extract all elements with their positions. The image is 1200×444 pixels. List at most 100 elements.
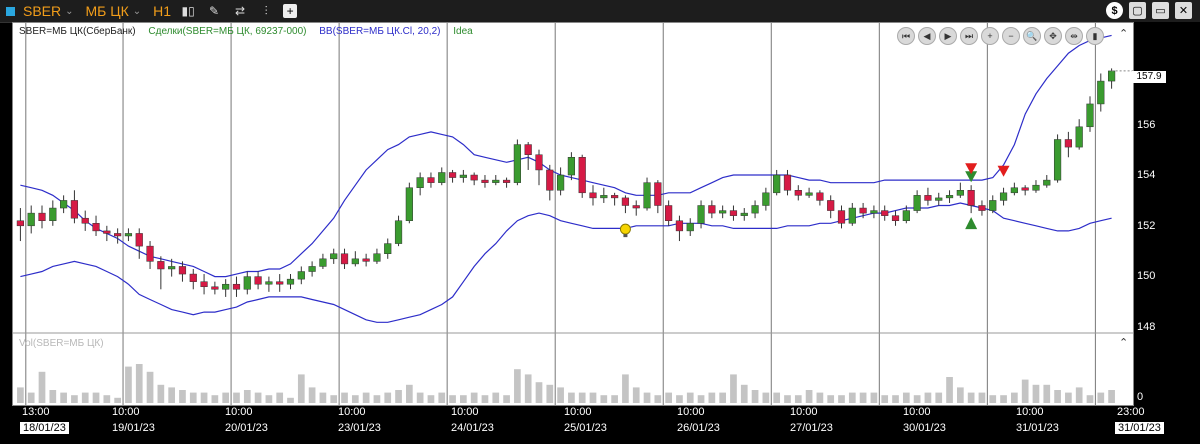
candle-body <box>935 197 943 201</box>
currency-button[interactable]: $ <box>1106 2 1123 19</box>
candle-body <box>124 233 133 237</box>
volume-bar <box>92 392 100 403</box>
time-tick: 10:00 <box>338 406 366 418</box>
volume-bar <box>600 395 608 403</box>
volume-bar <box>1065 392 1072 403</box>
pan-button[interactable]: ✥ <box>1044 27 1062 45</box>
candle-body <box>38 212 46 221</box>
zoom-in-button[interactable]: + <box>981 27 999 45</box>
volume-bar <box>297 374 305 403</box>
volume-bar <box>1054 390 1061 403</box>
volume-bar <box>211 395 219 403</box>
collapse-price-pane-icon[interactable]: ⌃ <box>1119 28 1129 40</box>
candle-body <box>783 174 792 191</box>
add-icon[interactable]: + <box>283 4 298 18</box>
draw-pencil-icon[interactable]: ✎ <box>209 4 220 18</box>
candle-body <box>686 223 694 232</box>
candle-body <box>168 266 176 270</box>
candle-body <box>438 172 446 183</box>
idea-lightbulb-icon <box>619 223 631 235</box>
time-tick: 10:00 <box>112 406 140 418</box>
candles-icon[interactable]: ▮▯ <box>181 4 195 18</box>
date-tick: 31/01/23 <box>1016 422 1059 434</box>
chart-area[interactable]: SBER=МБ ЦК(СберБанк) Сделки(SBER=МБ ЦК, … <box>12 22 1134 406</box>
candle-body <box>146 245 154 262</box>
nav-prev-button[interactable]: ◀ <box>918 27 936 45</box>
volume-bar <box>179 390 186 403</box>
candle-body <box>265 281 273 285</box>
date-tick: 23/01/23 <box>338 422 381 434</box>
date-tick: 27/01/23 <box>790 422 833 434</box>
volume-bar <box>1021 379 1029 403</box>
candle-body <box>502 179 511 183</box>
chevron-down-icon[interactable]: ⌄ <box>65 5 74 17</box>
volume-bar <box>17 387 24 403</box>
nav-last-button[interactable]: ⏭ <box>960 27 978 45</box>
volume-bar <box>924 392 932 403</box>
volume-bar <box>200 392 208 403</box>
volume-bar <box>384 392 392 403</box>
restore-button[interactable]: ▢ <box>1129 2 1146 19</box>
board-selector[interactable]: МБ ЦК <box>85 3 129 19</box>
zoom-out-button[interactable]: − <box>1002 27 1020 45</box>
volume-bar <box>524 374 532 403</box>
candle-body <box>416 177 424 188</box>
sell-marker-icon <box>965 163 978 175</box>
candle-body <box>330 253 338 260</box>
candle-body <box>643 182 651 209</box>
volume-bar <box>265 395 273 403</box>
candle-body <box>459 174 467 178</box>
volume-bar <box>222 392 230 403</box>
volume-bar <box>125 366 132 403</box>
candle-body <box>1107 70 1116 82</box>
nav-first-button[interactable]: ⏮ <box>897 27 915 45</box>
volume-bar <box>1032 384 1040 403</box>
candle-body <box>1086 103 1094 128</box>
end-button[interactable]: ▮ <box>1086 27 1104 45</box>
candle-body <box>81 217 89 224</box>
collapse-volume-pane-icon[interactable]: ⌃ <box>1119 337 1129 349</box>
volume-bar <box>708 392 716 403</box>
indicators-icon[interactable]: ⫶ <box>264 3 268 18</box>
candle-body <box>340 253 349 265</box>
buy-marker-icon <box>965 217 978 230</box>
candle-body <box>697 205 705 224</box>
volume-bar <box>427 395 435 403</box>
candle-body <box>470 174 478 181</box>
candle-body <box>384 243 392 254</box>
candle-body <box>632 205 640 209</box>
volume-bar <box>351 395 359 403</box>
time-tick: 23:00 <box>1117 406 1145 418</box>
price-chart[interactable] <box>13 23 1134 406</box>
time-tick: 10:00 <box>677 406 705 418</box>
candle-body <box>405 187 413 221</box>
price-tick: 150 <box>1137 270 1156 282</box>
volume-bar <box>902 392 910 403</box>
volume-bar <box>157 384 165 403</box>
sell-marker-icon <box>997 165 1010 177</box>
close-button[interactable]: ✕ <box>1175 2 1192 19</box>
volume-bar <box>935 392 943 403</box>
legend-trades: Сделки(SBER=МБ ЦК, 69237-000) <box>148 26 307 37</box>
volume-bar <box>49 390 57 403</box>
candle-body <box>427 177 435 183</box>
candle-body <box>924 195 932 201</box>
trades-icon[interactable]: ⇄ <box>235 4 246 18</box>
chevron-down-icon[interactable]: ⌄ <box>132 5 142 17</box>
zoom-search-button[interactable]: 🔍 <box>1023 27 1041 45</box>
volume-bar <box>794 395 802 403</box>
fit-button[interactable]: ⇹ <box>1065 27 1083 45</box>
candle-body <box>351 258 359 265</box>
volume-bar <box>643 392 651 403</box>
symbol-selector[interactable]: SBER <box>23 3 62 19</box>
volume-bar <box>146 371 154 403</box>
volume-bar <box>330 395 338 403</box>
candle-body <box>945 195 954 199</box>
minimize-button[interactable]: ▭ <box>1152 2 1169 19</box>
date-tick: 19/01/23 <box>112 422 155 434</box>
timeframe-selector[interactable]: H1 <box>153 3 172 19</box>
nav-next-button[interactable]: ▶ <box>939 27 957 45</box>
candle-body <box>675 220 684 232</box>
volume-bar <box>416 392 424 403</box>
candle-body <box>27 212 35 227</box>
